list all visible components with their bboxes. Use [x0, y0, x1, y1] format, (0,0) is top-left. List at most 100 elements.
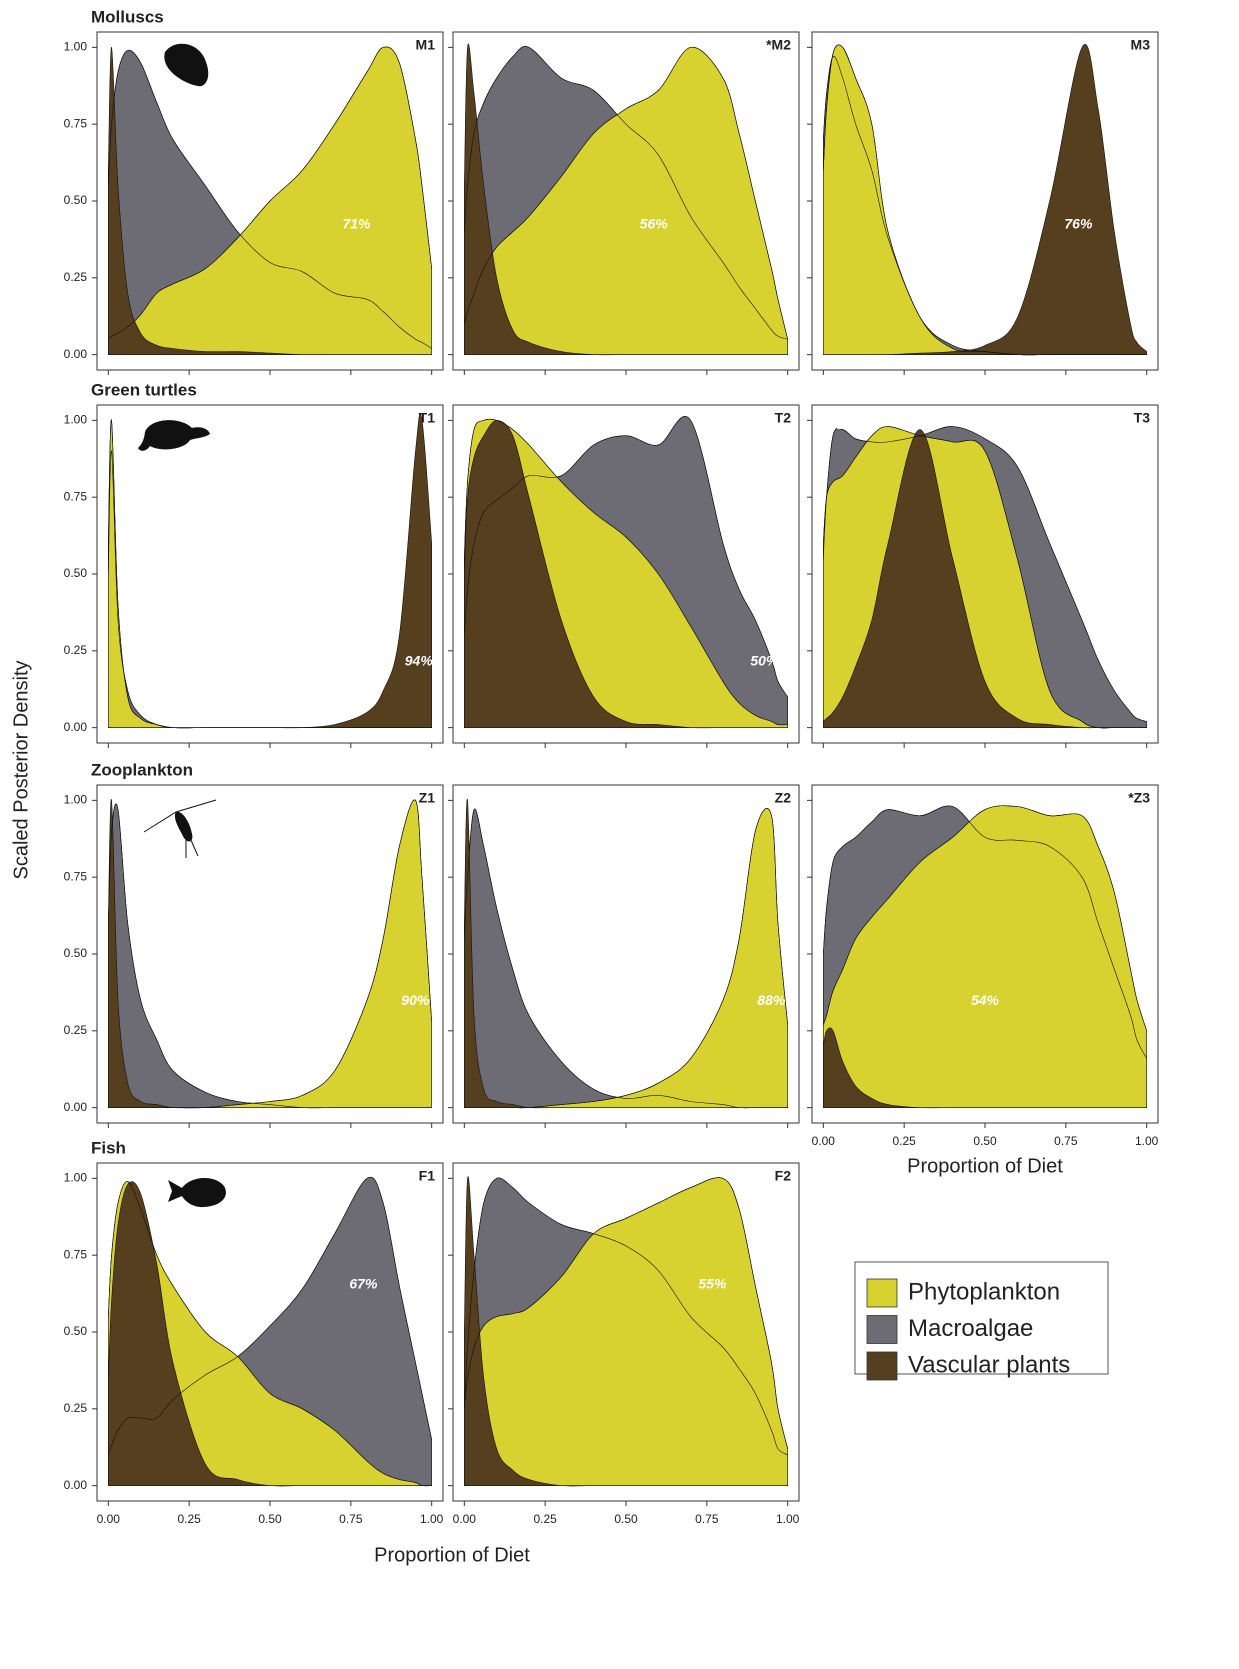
zooplankton-icon	[174, 811, 193, 842]
density-outline	[108, 1181, 432, 1487]
density-outline	[108, 46, 432, 340]
density-area	[823, 44, 1147, 356]
x-tick-label: 0.75	[339, 1512, 363, 1526]
y-tick-label: 0.50	[64, 193, 88, 207]
panel-label: F2	[775, 1168, 792, 1184]
density-outline	[464, 418, 788, 726]
y-tick-label: 0.00	[64, 1100, 88, 1114]
annotation: 37%	[836, 416, 865, 432]
plot-area	[464, 1176, 788, 1487]
x-tick-label: 0.00	[97, 1512, 121, 1526]
density-area	[108, 413, 432, 729]
legend-swatch	[866, 1315, 898, 1344]
density-area	[823, 1027, 1147, 1109]
turtle-icon	[138, 420, 210, 451]
panel-label: Z1	[419, 790, 436, 806]
y-tick-label: 0.25	[64, 1023, 88, 1037]
y-tick-label: 0.00	[64, 720, 88, 734]
density-outline	[464, 416, 788, 698]
density-outline	[464, 1177, 788, 1456]
plot-area	[823, 426, 1147, 729]
density-outline	[823, 426, 1147, 722]
plot-area	[464, 416, 788, 729]
density-area	[464, 43, 788, 356]
density-area	[108, 419, 432, 729]
legend-swatch	[866, 1351, 898, 1381]
density-outline	[108, 1176, 432, 1456]
y-tick-label: 0.50	[64, 1324, 88, 1338]
annotation: 67%	[349, 1275, 378, 1291]
density-outline	[108, 799, 432, 1109]
y-tick-label: 0.75	[64, 489, 88, 503]
x-tick-label: 0.75	[1054, 1134, 1078, 1148]
annotation: 50%	[750, 653, 779, 669]
panel-label: T2	[775, 410, 792, 426]
legend-swatch	[866, 1278, 898, 1308]
y-axis-label: Scaled Posterior Density	[10, 661, 32, 880]
zooplankton-antenna	[143, 799, 217, 858]
panel-label: Z2	[775, 790, 792, 806]
y-tick-label: 1.00	[64, 40, 88, 54]
panel-label: *M2	[766, 37, 791, 53]
density-outline	[823, 805, 1147, 1059]
density-outline	[823, 805, 1147, 1031]
density-outline	[464, 808, 788, 1109]
x-tick-label: 0.00	[453, 1512, 477, 1526]
y-tick-label: 0.00	[64, 347, 88, 361]
y-tick-label: 0.75	[64, 869, 88, 883]
y-tick-label: 1.00	[64, 413, 88, 427]
y-tick-label: 0.25	[64, 270, 88, 284]
x-tick-label: 0.50	[258, 1512, 282, 1526]
plot-area	[108, 413, 432, 729]
plot-area	[108, 46, 432, 356]
plot-area	[108, 1176, 432, 1487]
panel-label: T1	[419, 410, 436, 426]
y-tick-label: 1.00	[64, 793, 88, 807]
x-axis-label: Proportion of Diet	[907, 1155, 1063, 1177]
legend-label: Phytoplankton	[908, 1278, 1060, 1305]
panel-label: M3	[1131, 37, 1151, 53]
density-outline	[108, 450, 432, 729]
x-tick-label: 0.25	[533, 1512, 557, 1526]
x-tick-label: 0.50	[614, 1512, 638, 1526]
plot-area	[464, 798, 788, 1109]
density-area	[464, 420, 788, 729]
group-title: Molluscs	[91, 7, 164, 26]
annotation: 56%	[640, 215, 669, 231]
annotation: 55%	[698, 1275, 727, 1291]
density-outline	[464, 808, 788, 1109]
density-outline	[464, 47, 788, 340]
legend-label: Macroalgae	[908, 1315, 1033, 1342]
x-tick-label: 1.00	[1135, 1134, 1159, 1148]
group-title: Zooplankton	[91, 760, 193, 779]
x-tick-label: 0.00	[812, 1134, 836, 1148]
x-tick-label: 0.75	[695, 1512, 719, 1526]
density-area	[108, 47, 432, 356]
y-tick-label: 0.25	[64, 1401, 88, 1415]
fish-icon	[168, 1177, 226, 1208]
density-outline	[108, 419, 432, 729]
y-tick-label: 0.75	[64, 1247, 88, 1261]
y-tick-label: 0.00	[64, 1478, 88, 1492]
x-tick-label: 1.00	[776, 1512, 800, 1526]
y-tick-label: 0.75	[64, 116, 88, 130]
y-tick-label: 0.50	[64, 566, 88, 580]
oyster-icon	[164, 43, 209, 87]
density-outline	[108, 49, 432, 349]
density-area	[108, 1181, 432, 1487]
density-outline	[823, 44, 1147, 356]
y-tick-label: 1.00	[64, 1171, 88, 1185]
panel-label: F1	[419, 1168, 436, 1184]
annotation: 90%	[401, 992, 430, 1008]
density-area	[464, 1176, 788, 1487]
annotation: 54%	[971, 992, 1000, 1008]
panel-label: M1	[416, 37, 436, 53]
x-tick-label: 0.25	[892, 1134, 916, 1148]
panel-label: T3	[1134, 410, 1151, 426]
density-outline	[108, 803, 432, 1109]
group-title: Fish	[91, 1138, 126, 1157]
plot-area	[823, 44, 1147, 356]
plot-area	[108, 799, 432, 1109]
annotation: 76%	[1064, 215, 1093, 231]
